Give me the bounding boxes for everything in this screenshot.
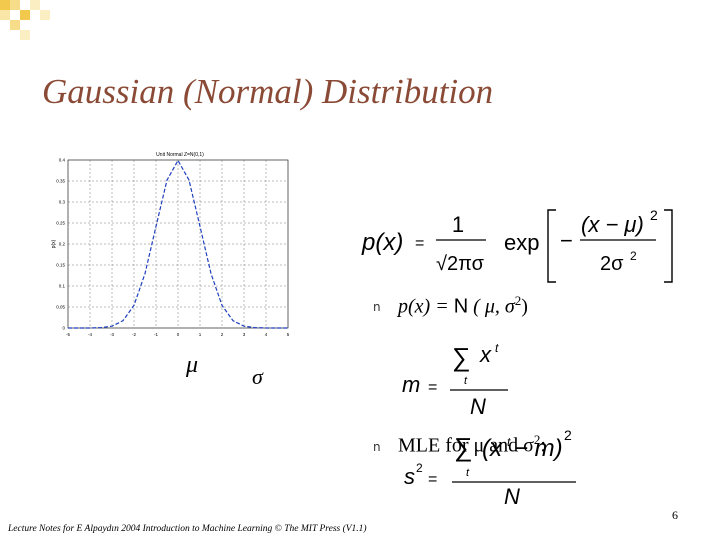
mle-colon: : <box>540 434 546 457</box>
notation-sup: 2 <box>514 293 522 308</box>
y-tick-label: 0.1 <box>59 284 66 289</box>
notation-lhs: p(x) = <box>398 295 454 318</box>
pdf-exp: exp <box>504 230 539 255</box>
notation-dist: N <box>453 295 469 318</box>
var-num-sup: t <box>507 435 511 449</box>
notation-args: ( μ, σ <box>468 295 515 318</box>
x-tick-label: 4 <box>265 332 268 337</box>
var-lhs-sup: 2 <box>416 461 423 475</box>
pdf-eq: = <box>415 235 424 252</box>
bullet-mle: MLE for μ and σ2: <box>398 432 546 458</box>
y-tick-label: 0.05 <box>56 305 65 310</box>
mean-sum-sub: t <box>464 375 468 387</box>
series-line <box>68 159 288 329</box>
pdf-minus: − <box>560 228 573 253</box>
pdf-inner-den-pow: 2 <box>630 249 637 263</box>
x-tick-label: -5 <box>66 332 70 337</box>
variance-equation: s 2 = ∑ t (x t − m) 2 N <box>404 427 576 508</box>
y-tick-label: 0.15 <box>56 263 65 268</box>
mean-num: x <box>479 342 492 367</box>
mean-lhs: m <box>402 372 420 397</box>
var-num-pow: 2 <box>564 427 572 443</box>
y-tick-label: 0.4 <box>59 158 66 163</box>
chart-title: Unit Normal Z=N(0,1) <box>156 152 204 158</box>
x-tick-label: -4 <box>88 332 92 337</box>
x-tick-label: 1 <box>199 332 202 337</box>
y-tick-label: 0.35 <box>56 179 65 184</box>
slide-footer: Lecture Notes for E Alpaydın 2004 Introd… <box>8 524 367 534</box>
x-tick-label: 3 <box>243 332 246 337</box>
mle-sup: 2 <box>533 432 541 447</box>
var-num-rest: − m) <box>514 435 563 462</box>
var-lhs: s <box>404 464 415 489</box>
normal-distribution-chart: Unit Normal Z=N(0,1) p(x) -5 -4 -3 -2 -1 0 1 2 3… <box>51 152 290 338</box>
bullet-marker-1: n <box>373 300 381 314</box>
chart-ylabel: p(x) <box>51 239 57 248</box>
var-sum-sub: t <box>466 467 470 479</box>
mu-label: μ <box>186 352 199 378</box>
x-tick-label: 0 <box>177 332 180 337</box>
bullet-normal-notation: p(x) = N ( μ, σ2) <box>398 293 528 319</box>
corner-decoration <box>0 0 50 40</box>
y-tick-label: 0.3 <box>59 200 66 205</box>
y-tick-label: 0 <box>62 326 65 331</box>
pdf-num: 1 <box>452 212 464 237</box>
mean-eq: = <box>428 379 437 396</box>
mean-equation: m = ∑ t x t N <box>402 341 508 418</box>
mean-den: N <box>470 394 486 418</box>
plot-area: -5 -4 -3 -2 -1 0 1 2 3 4 5 0 0.05 0.1 0.15 0.2 0.25 0.3 0.… <box>56 158 290 338</box>
sigma-label: σ <box>252 364 263 389</box>
var-num: (x <box>482 435 503 462</box>
x-tick-label: 2 <box>221 332 224 337</box>
var-eq: = <box>428 471 437 488</box>
pdf-lhs: p(x) <box>361 229 403 256</box>
y-tick-label: 0.2 <box>59 242 66 247</box>
bullet-marker-2: n <box>373 440 381 454</box>
mean-sum: ∑ <box>452 342 471 372</box>
var-den: N <box>504 484 520 508</box>
notation-close: ) <box>521 295 528 318</box>
slide-title: Gaussian (Normal) Distribution <box>42 72 494 111</box>
pdf-den: √2πσ <box>436 253 485 275</box>
y-tick-label: 0.25 <box>56 221 65 226</box>
x-tick-label: -3 <box>110 332 114 337</box>
x-tick-label: -2 <box>132 332 136 337</box>
var-sum: ∑ <box>454 432 473 462</box>
page-number: 6 <box>672 508 678 522</box>
mle-text: MLE for μ and σ <box>398 434 534 457</box>
pdf-inner-den: 2σ <box>600 253 624 275</box>
pdf-inner-num: (x − μ) <box>581 212 644 237</box>
mean-num-sup: t <box>495 341 499 355</box>
x-tick-label: -1 <box>154 332 158 337</box>
gaussian-pdf-equation: p(x) = 1 √2πσ exp − (x − μ) 2 2σ 2 <box>361 207 673 283</box>
x-tick-label: 5 <box>287 332 290 337</box>
pdf-inner-pow: 2 <box>650 207 658 223</box>
